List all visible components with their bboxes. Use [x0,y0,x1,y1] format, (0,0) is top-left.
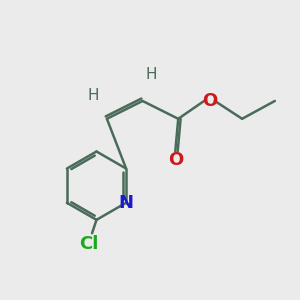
Text: O: O [202,92,217,110]
Text: H: H [146,67,157,82]
Text: H: H [88,88,99,103]
Text: O: O [168,151,184,169]
Text: Cl: Cl [80,235,99,253]
Text: N: N [118,194,134,212]
